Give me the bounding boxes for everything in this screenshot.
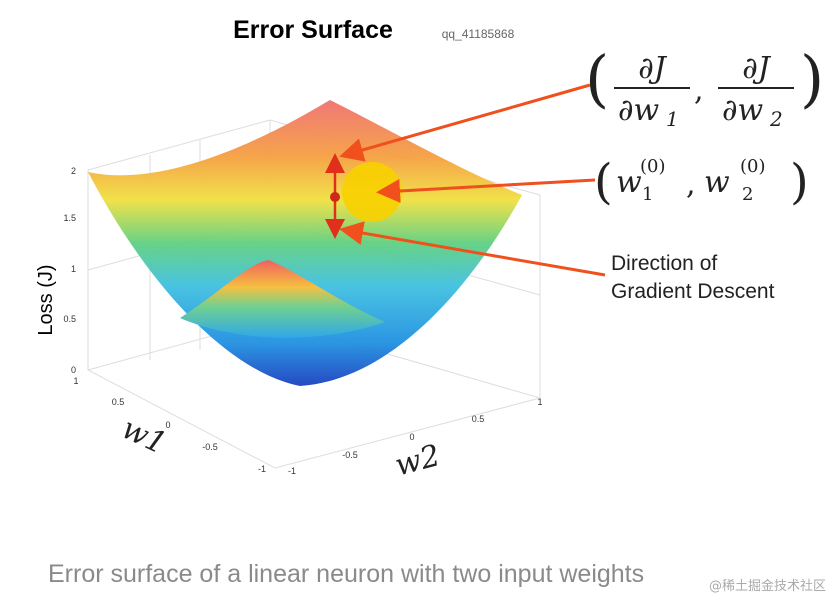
z-tick-label: 1.5 [63,213,76,223]
title: Error Surface [233,16,393,44]
highlight [342,162,402,222]
w1-tick-label: -1 [258,464,266,474]
w1-label: w1 [116,411,171,462]
superscript: (0) [740,156,766,177]
numerator: ∂J [638,51,668,86]
watermark: qq_41185868 [442,27,515,41]
subscript: 2 [742,184,753,205]
w1-ticks: 1 0.5 0 -0.5 -1 [73,376,266,474]
w1-tick-label: 1 [73,376,78,386]
paren: ( [585,42,609,115]
numerator: ∂J [742,51,772,86]
w2-tick-label: 0 [409,432,414,442]
denominator: ∂w [618,93,660,128]
pointer [339,83,591,162]
weight: w [616,165,642,200]
subscript: 1 [642,184,653,205]
w2-tick-label: 0.5 [472,414,485,424]
paren: ( [594,154,613,210]
caption: Error surface of a linear neuron with tw… [48,560,644,588]
w2-ticks: -1 -0.5 0 0.5 1 [288,397,543,476]
direction-label: Direction of [611,252,717,275]
w2-label: w2 [391,438,443,483]
current-point [330,192,340,202]
paren: ) [800,42,824,115]
weights-formula: ( w (0) 1 , w (0) 2 ) [594,154,809,210]
subscript: 1 [666,107,679,131]
weight: w [704,165,730,200]
w2-tick-label: -1 [288,466,296,476]
direction-label: Gradient Descent [611,280,775,303]
z-tick-label: 0.5 [63,314,76,324]
site-watermark: @稀土掘金技术社区 [709,578,826,594]
gradient-formula: ( ∂J ∂w 1 , ∂J ∂w 2 ) [585,42,824,131]
w1-tick-label: 0 [165,420,170,430]
surface-front [180,260,385,338]
pointer [376,178,596,203]
comma: , [686,167,696,202]
z-tick-label: 2 [71,166,76,176]
surface [88,100,522,386]
superscript: (0) [640,156,666,177]
z-tick-label: 0 [71,365,76,375]
z-ticks: 0 0.5 1 1.5 2 [63,166,76,375]
pointer [339,221,606,277]
comma: , [694,73,704,108]
z-label: Loss (J) [35,264,57,335]
subscript: 2 [769,107,783,131]
z-tick-label: 1 [71,264,76,274]
w1-tick-label: -0.5 [202,442,218,452]
w2-tick-label: -0.5 [342,450,358,460]
w1-tick-label: 0.5 [112,397,125,407]
w2-tick-label: 1 [537,397,542,407]
denominator: ∂w [722,93,764,128]
paren: ) [790,154,809,210]
